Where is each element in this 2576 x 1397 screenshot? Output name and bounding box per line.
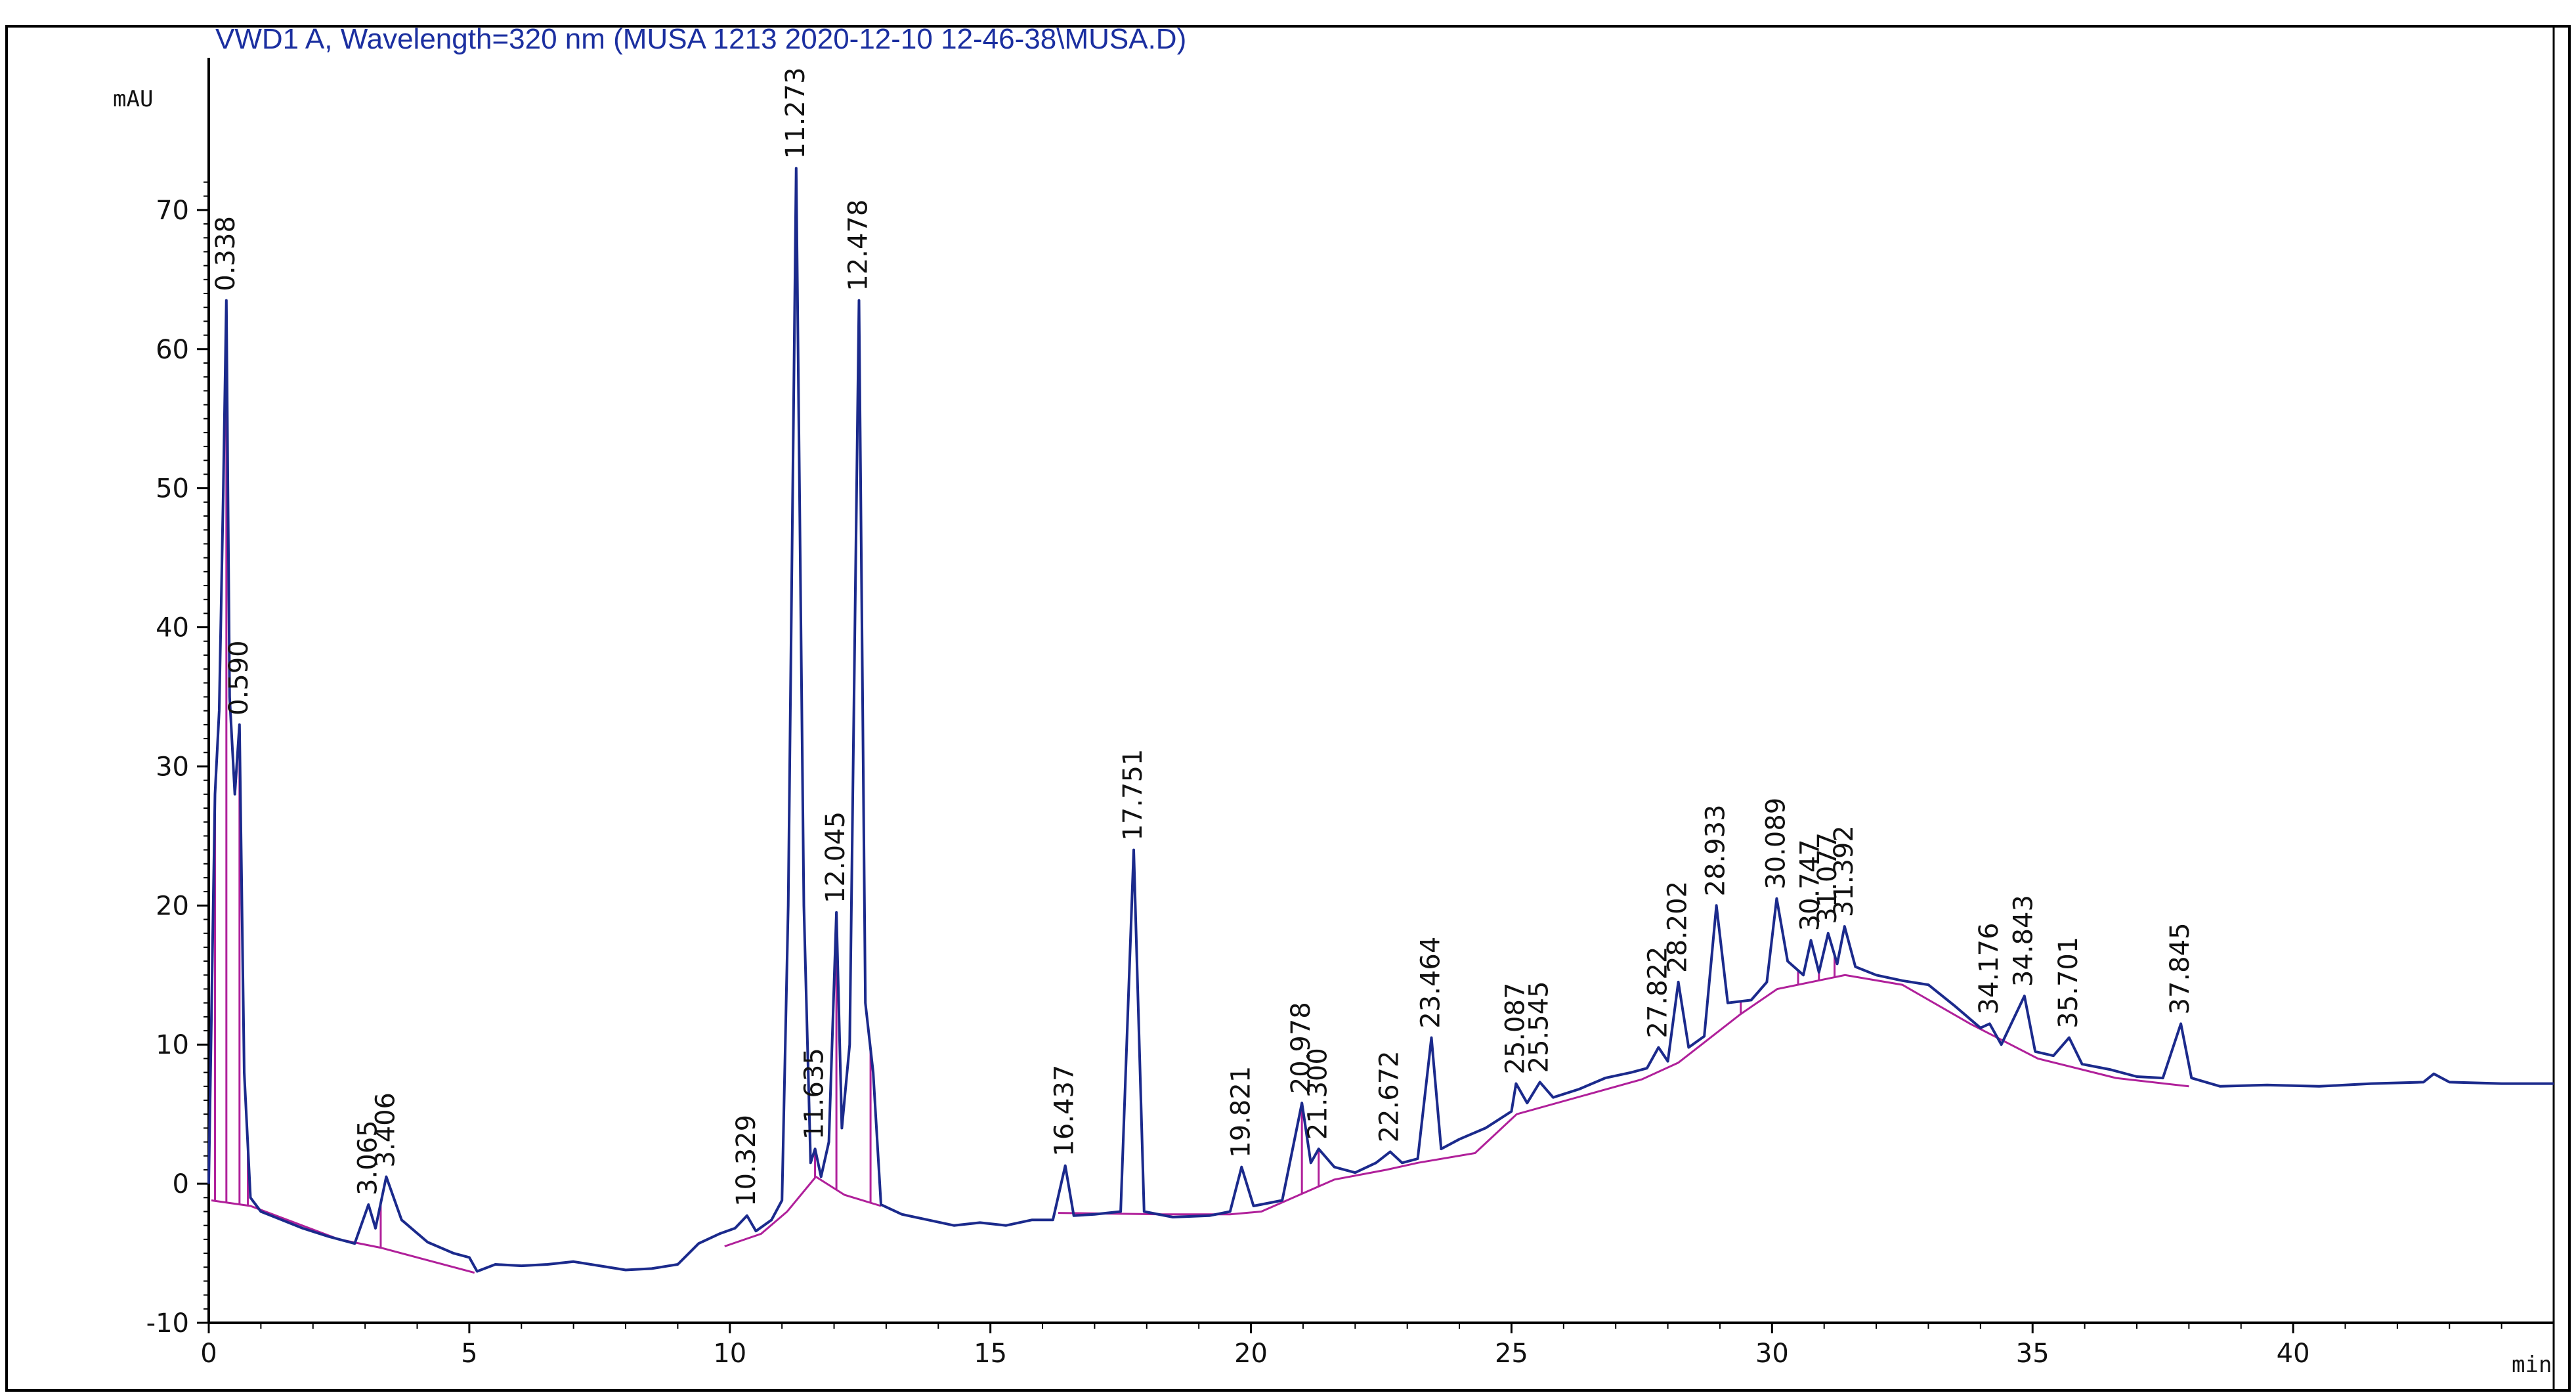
- y-tick-label: 10: [156, 1030, 189, 1060]
- peak-label: 0.590: [224, 640, 254, 716]
- peak-label: 28.933: [1701, 804, 1731, 896]
- x-tick-label: 30: [1755, 1339, 1789, 1369]
- y-tick-label: 20: [156, 891, 189, 921]
- axis-ticks: -10 0 10 20 30 40 50 60 70 0 5 10 15 20 25 30 35 40: [146, 181, 2555, 1369]
- y-tick-label: 0: [173, 1169, 189, 1199]
- peak-label: 27.822: [1642, 946, 1673, 1038]
- peak-label: 25.545: [1524, 981, 1555, 1073]
- x-tick-label: 40: [2277, 1339, 2310, 1369]
- x-tick-label: 0: [200, 1339, 217, 1369]
- x-tick-label: 35: [2016, 1339, 2050, 1369]
- signal-trace-layer: [207, 167, 2554, 1273]
- peak-label: 25.087: [1500, 983, 1530, 1075]
- peak-label: 23.464: [1416, 937, 1446, 1029]
- peak-label: 3.065: [353, 1120, 383, 1195]
- chart-title: VWD1 A, Wavelength=320 nm (MUSA 1213 202…: [215, 23, 1186, 55]
- peak-label: 17.751: [1118, 749, 1148, 841]
- x-tick-label: 10: [713, 1339, 746, 1369]
- y-tick-label: 40: [156, 613, 189, 643]
- peak-label: 19.821: [1226, 1066, 1256, 1158]
- signal-trace: [207, 167, 2554, 1273]
- peak-label: 34.843: [2009, 895, 2039, 987]
- y-tick-label: -10: [146, 1308, 189, 1339]
- peak-label: 10.329: [731, 1115, 762, 1207]
- y-tick-label: 70: [156, 196, 189, 226]
- peak-label: 28.202: [1663, 881, 1693, 973]
- peak-label: 30.747: [1795, 839, 1826, 931]
- peak-label: 20.978: [1286, 1002, 1316, 1094]
- peak-label: 31.077: [1813, 832, 1843, 924]
- baseline-segment: [1058, 974, 2189, 1216]
- peak-label: 22.672: [1375, 1050, 1405, 1142]
- peak-label: 37.845: [2165, 922, 2195, 1014]
- x-tick-label: 20: [1234, 1339, 1268, 1369]
- peak-label: 12.045: [821, 811, 851, 903]
- y-tick-label: 30: [156, 752, 189, 782]
- peak-label: 3.406: [370, 1092, 400, 1168]
- y-axis-unit: mAU: [113, 86, 153, 112]
- y-tick-label: 50: [156, 474, 189, 504]
- peak-label: 11.273: [781, 67, 811, 159]
- peak-label: 35.701: [2053, 937, 2084, 1029]
- x-tick-label: 25: [1495, 1339, 1528, 1369]
- peak-label: 16.437: [1050, 1065, 1080, 1157]
- peak-label: 34.176: [1974, 922, 2004, 1014]
- peak-label: 30.089: [1761, 798, 1791, 890]
- peak-label: 0.338: [211, 216, 241, 291]
- x-axis-unit: min: [2512, 1352, 2552, 1378]
- outer-border: [5, 25, 2571, 1392]
- peak-label: 31.392: [1829, 825, 1859, 917]
- peak-label: 21.300: [1303, 1048, 1333, 1140]
- baseline-segment: [724, 1175, 882, 1247]
- peak-label: 12.478: [843, 200, 873, 291]
- y-tick-label: 60: [156, 335, 189, 365]
- x-tick-label: 5: [461, 1339, 477, 1369]
- peak-label: 11.635: [800, 1048, 830, 1140]
- x-tick-label: 15: [974, 1339, 1007, 1369]
